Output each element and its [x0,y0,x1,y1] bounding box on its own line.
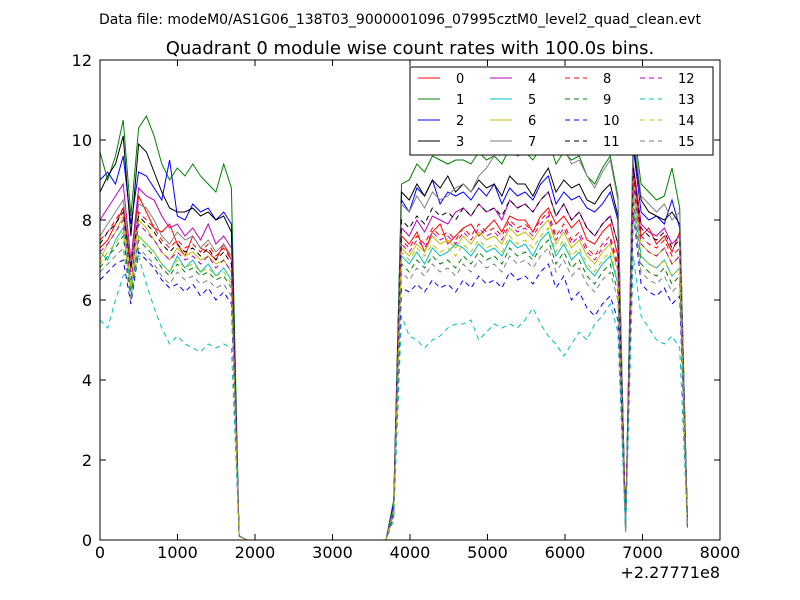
series-line-15 [100,207,688,540]
x-tick-label-3: 3000 [312,543,353,562]
y-tick-label-4: 8 [82,211,92,230]
y-tick-label-0: 0 [82,531,92,550]
legend-label-8: 8 [603,72,611,87]
x-tick-label-2: 2000 [235,543,276,562]
series-layer [100,87,688,540]
legend-label-9: 9 [603,93,611,108]
legend-label-12: 12 [678,72,695,87]
series-line-1 [100,114,688,540]
y-tick-label-1: 2 [82,451,92,470]
y-tick-label-6: 12 [72,51,92,70]
legend-label-10: 10 [603,114,620,129]
legend-label-3: 3 [456,135,464,150]
y-tick-label-5: 10 [72,131,92,150]
legend-label-14: 14 [678,114,695,129]
plot-area [99,59,721,541]
x-tick-label-7: 7000 [622,543,663,562]
series-line-13 [100,254,688,540]
y-tick-label-2: 4 [82,371,92,390]
legend-frame [409,66,714,156]
figure-suptitle: Data file: modeM0/AS1G06_138T03_90000010… [99,12,701,28]
series-line-9 [100,199,688,540]
x-tick-label-0: 0 [95,543,105,562]
series-line-14 [100,195,688,540]
x-tick-label-8: 8000 [700,543,741,562]
legend-label-1: 1 [456,93,464,108]
x-tick-label-6: 6000 [545,543,586,562]
x-tick-label-1: 1000 [157,543,198,562]
y-tick-label-3: 6 [82,291,92,310]
legend-label-13: 13 [678,93,695,108]
legend-label-5: 5 [528,93,536,108]
chart-title: Quadrant 0 module wise count rates with … [166,38,655,59]
x-tick-label-4: 4000 [390,543,431,562]
series-line-7 [100,87,688,540]
legend-label-11: 11 [603,135,620,150]
x-offset-label: +2.27771e8 [620,563,720,582]
legend-label-4: 4 [528,72,536,87]
legend-label-2: 2 [456,114,464,129]
x-tick-label-5: 5000 [467,543,508,562]
legend-label-7: 7 [528,135,536,150]
legend-label-0: 0 [456,72,464,87]
legend-label-15: 15 [678,135,695,150]
legend-label-6: 6 [528,114,536,129]
x-axis: 0 1000 2000 3000 4000 5000 6000 7000 8000 [95,60,740,562]
